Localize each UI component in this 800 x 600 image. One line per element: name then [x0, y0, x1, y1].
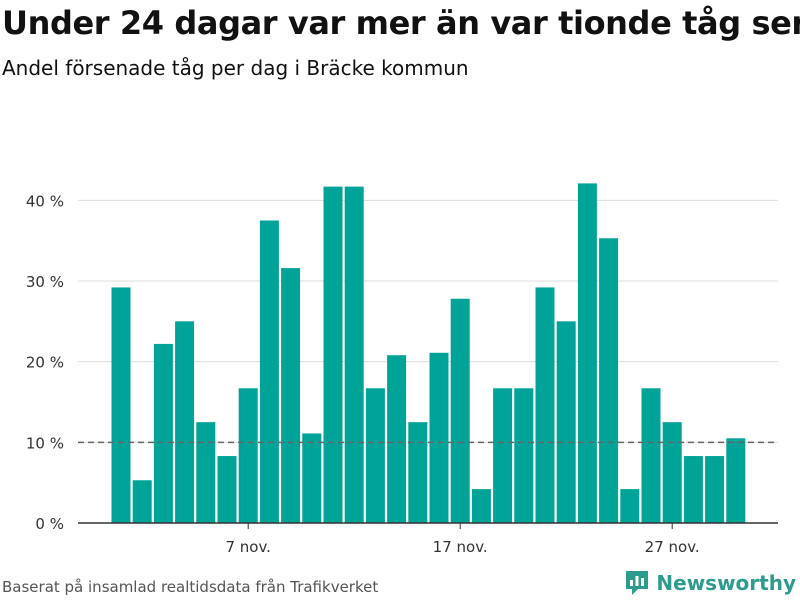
bar [556, 321, 576, 523]
source-note: Baserat på insamlad realtidsdata från Tr… [2, 578, 379, 596]
y-tick-label: 30 % [26, 273, 64, 291]
bars [111, 183, 746, 524]
newsworthy-logo-icon [626, 571, 649, 595]
y-tick-label: 20 % [26, 354, 64, 372]
bar [217, 456, 237, 523]
bar [620, 489, 640, 523]
y-tick-label: 10 % [26, 434, 64, 452]
bar [175, 321, 195, 523]
bar [599, 238, 619, 523]
bar [683, 456, 703, 523]
bar [429, 352, 449, 523]
brand-name: Newsworthy [656, 571, 796, 595]
bar [365, 388, 385, 523]
bar [493, 388, 513, 523]
bar [471, 489, 491, 523]
bar [153, 343, 173, 523]
y-tick-label: 40 % [26, 192, 64, 210]
bar [535, 287, 555, 523]
bar [387, 355, 407, 523]
x-tick-label: 17 nov. [433, 538, 488, 556]
bar [408, 422, 428, 523]
bar [132, 480, 152, 523]
y-axis-ticks: 0 % 10 % 20 % 30 % 40 % [26, 192, 64, 533]
bar [323, 186, 343, 523]
bar [238, 388, 258, 523]
bar [577, 183, 597, 524]
brand[interactable]: Newsworthy [624, 568, 796, 598]
bar [450, 298, 470, 523]
x-axis-ticks: 7 nov. 17 nov. 27 nov. [225, 523, 700, 556]
bar [111, 287, 131, 523]
bar [281, 268, 301, 523]
bar [514, 388, 534, 523]
bar [726, 438, 746, 523]
x-tick-label: 7 nov. [225, 538, 270, 556]
bar [641, 388, 661, 523]
bar [302, 433, 322, 523]
bar [705, 456, 725, 523]
chart-subtitle: Andel försenade tåg per dag i Bräcke kom… [2, 56, 469, 80]
y-tick-label: 0 % [35, 515, 64, 533]
bar [662, 422, 682, 523]
x-tick-label: 27 nov. [645, 538, 700, 556]
bar [259, 220, 279, 523]
bar [196, 422, 216, 523]
chart-title: Under 24 dagar var mer än var tionde tåg… [2, 4, 800, 42]
bar [344, 186, 364, 523]
